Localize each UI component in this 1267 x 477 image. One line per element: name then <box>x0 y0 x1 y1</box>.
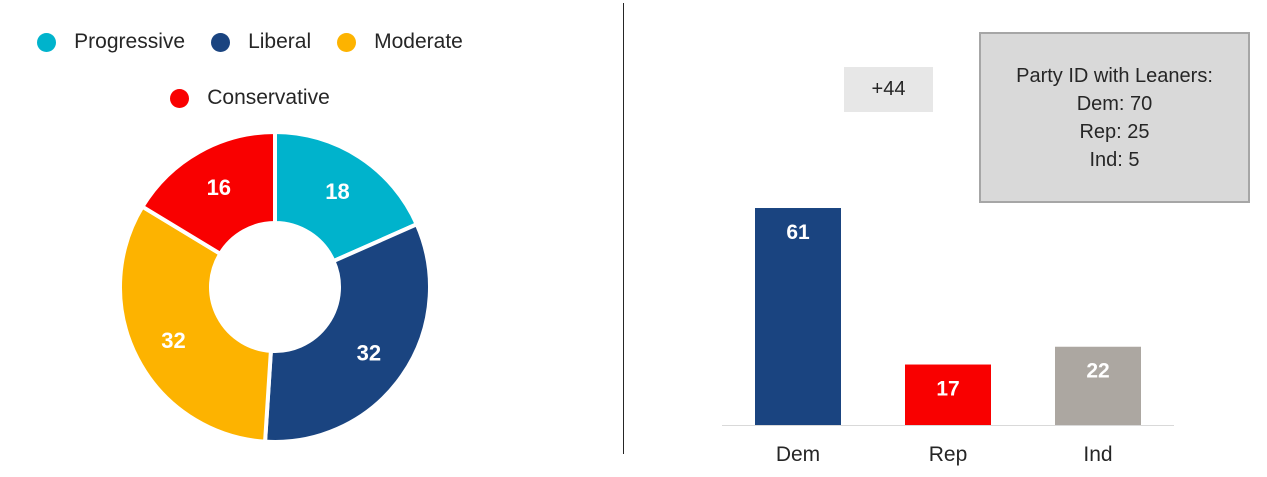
bar-value-label-dem: 61 <box>786 221 810 244</box>
legend-item-conservative: Conservative <box>170 86 330 110</box>
difference-label: +44 <box>844 67 933 112</box>
info-box-line-dem: Dem: 70 <box>1076 92 1153 115</box>
info-box-title: Party ID with Leaners: <box>1016 64 1213 87</box>
legend-swatch-moderate <box>337 32 357 52</box>
legend-item-liberal: Liberal <box>211 30 311 54</box>
bar-rep <box>905 364 991 425</box>
ideology-donut-chart: 18 32 32 16 <box>118 129 432 444</box>
legend-label: Liberal <box>248 30 312 53</box>
legend-swatch-progressive <box>37 32 57 52</box>
legend-label: Progressive <box>74 30 186 53</box>
x-tick-label-rep: Rep <box>929 443 968 466</box>
donut-slice-liberal <box>262 221 432 444</box>
info-box-line-ind: Ind: 5 <box>1089 148 1140 171</box>
legend-label: Conservative <box>207 86 330 109</box>
x-tick-label-ind: Ind <box>1083 443 1112 466</box>
donut-slice-progressive <box>273 129 420 264</box>
legend-swatch-conservative <box>170 88 190 108</box>
donut-label-conservative: 16 <box>207 175 231 200</box>
bar-value-label-ind: 22 <box>1086 360 1109 383</box>
chart-divider <box>623 3 624 454</box>
party-id-info-box: Party ID with Leaners: Dem: 70 Rep: 25 I… <box>979 32 1250 203</box>
donut-legend: Progressive Liberal Moderate Conservative <box>0 30 500 110</box>
donut-slice-moderate <box>118 203 274 444</box>
donut-label-progressive: 18 <box>325 179 349 204</box>
bar-dem <box>755 208 841 425</box>
info-box-line-rep: Rep: 25 <box>1079 120 1150 143</box>
bar-value-label-rep: 17 <box>936 378 959 401</box>
donut-label-liberal: 32 <box>357 341 381 366</box>
legend-item-moderate: Moderate <box>337 30 463 54</box>
legend-label: Moderate <box>374 30 463 53</box>
legend-item-progressive: Progressive <box>37 30 185 54</box>
donut-slice-conservative <box>139 129 277 257</box>
donut-label-moderate: 32 <box>161 328 185 353</box>
x-tick-label-dem: Dem <box>776 443 820 466</box>
party-bar-chart: 61 Dem 17 Rep 22 Ind <box>722 208 1174 466</box>
bar-ind <box>1055 346 1141 425</box>
legend-swatch-liberal <box>211 32 231 52</box>
